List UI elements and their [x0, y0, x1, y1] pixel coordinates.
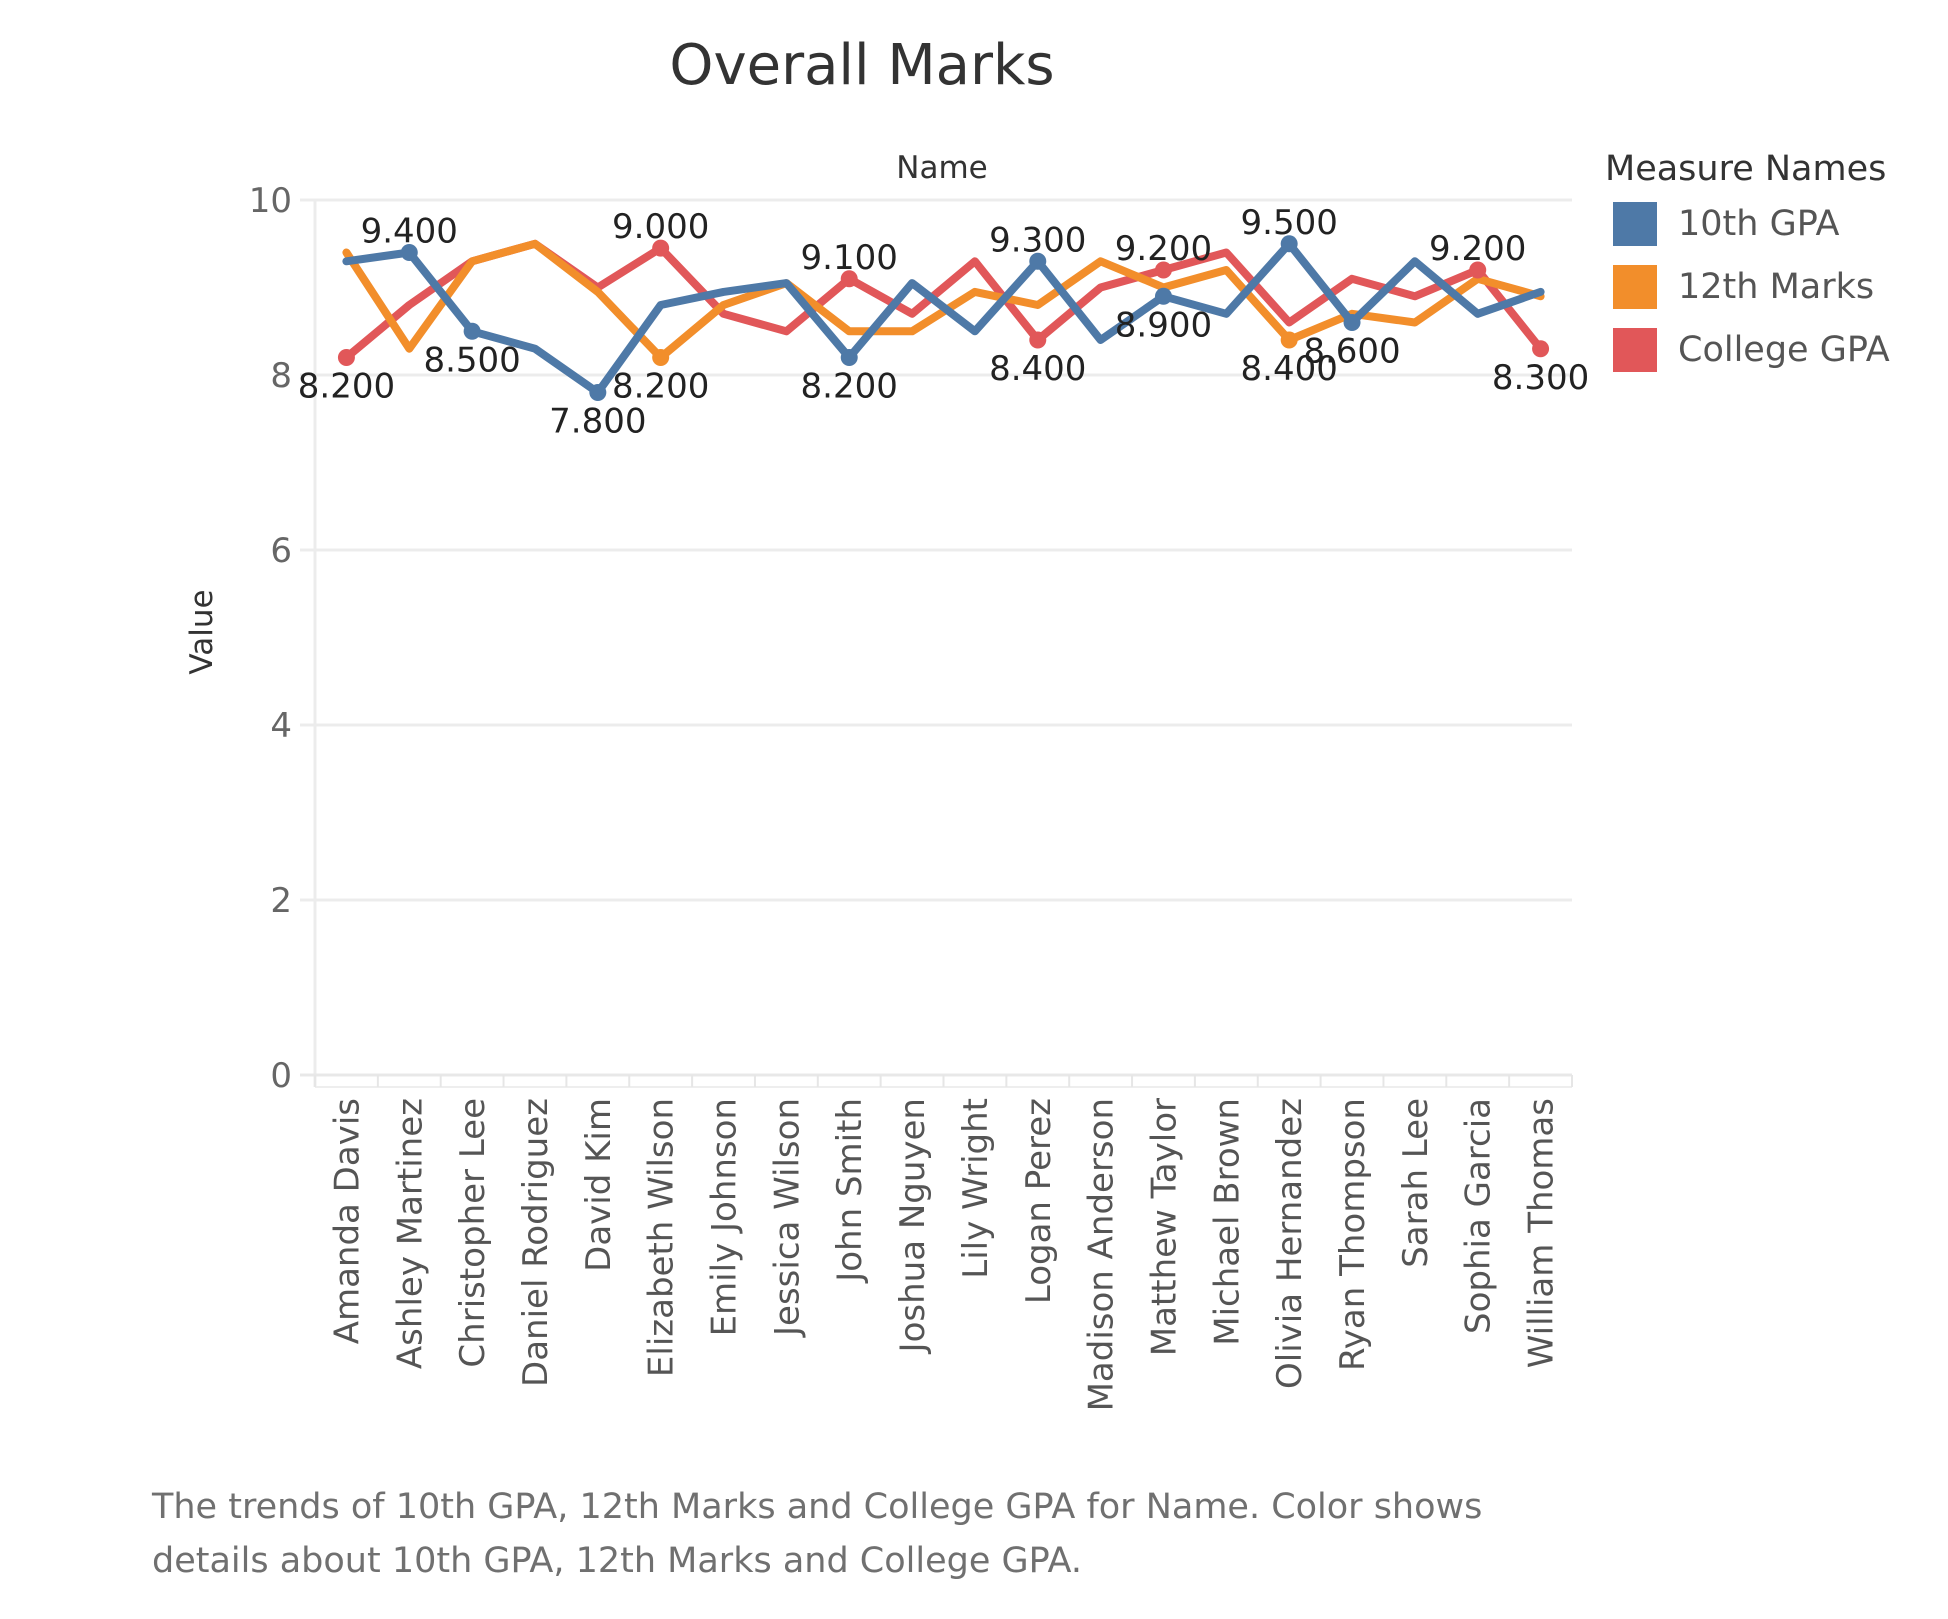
- data-label-10th-gpa-john-smith: 8.200: [801, 367, 898, 407]
- point-college-gpa-amanda-davis: [337, 349, 355, 366]
- point-college-gpa-logan-perez: [1029, 331, 1047, 349]
- y-tick-4: 4: [270, 706, 292, 746]
- legend-swatch-12th-marks: [1613, 265, 1657, 309]
- y-tick-10: 10: [249, 181, 292, 221]
- data-label-10th-gpa-ryan-thompson: 8.600: [1303, 332, 1400, 372]
- x-tick-lily-wright: Lily Wright: [956, 1098, 996, 1279]
- y-tick-2: 2: [270, 881, 292, 921]
- x-tick-christopher-lee: Christopher Lee: [453, 1098, 493, 1368]
- x-tick-sarah-lee: Sarah Lee: [1396, 1098, 1436, 1268]
- point-10th-gpa-olivia-hernandez: [1280, 235, 1298, 253]
- y-axis-title: Value: [184, 589, 220, 674]
- data-label-10th-gpa-david-kim: 7.800: [549, 402, 646, 442]
- x-tick-ryan-thompson: Ryan Thompson: [1333, 1098, 1373, 1371]
- point-10th-gpa-ryan-thompson: [1343, 314, 1361, 331]
- x-tick-john-smith: John Smith: [830, 1098, 870, 1284]
- data-labels: 8.200 9.400 8.500 7.800 9.000 8.200 9.100 8.200…: [298, 203, 1589, 442]
- y-tick-labels: 0 2 4 6 8 10: [249, 181, 292, 1096]
- series-points: [337, 235, 1550, 401]
- data-label-college-gpa-matthew-taylor: 9.200: [1115, 229, 1212, 269]
- x-tick-sophia-garcia: Sophia Garcia: [1459, 1098, 1499, 1334]
- x-tick-david-kim: David Kim: [579, 1098, 619, 1272]
- point-10th-gpa-christopher-lee: [463, 322, 481, 340]
- legend-label-college-gpa: College GPA: [1678, 330, 1890, 370]
- data-label-10th-gpa-matthew-taylor: 8.900: [1115, 305, 1212, 345]
- data-label-10th-gpa-christopher-lee: 8.500: [423, 340, 520, 380]
- legend-swatch-college-gpa: [1613, 328, 1657, 372]
- point-college-gpa-william-thomas: [1532, 340, 1550, 358]
- x-tick-elizabeth-wilson: Elizabeth Wilson: [642, 1098, 682, 1377]
- legend: Measure Names 10th GPA 12th Marks College …: [1605, 149, 1890, 372]
- data-label-10th-gpa-ashley-martinez: 9.400: [361, 212, 458, 252]
- x-tick-joshua-nguyen: Joshua Nguyen: [893, 1098, 933, 1354]
- data-label-college-gpa-elizabeth-wilson: 9.000: [612, 207, 709, 247]
- legend-label-12th-marks: 12th Marks: [1678, 267, 1874, 307]
- chart-title: Overall Marks: [669, 33, 1054, 98]
- point-college-gpa-john-smith: [840, 270, 858, 288]
- point-college-gpa-matthew-taylor: [1154, 261, 1172, 279]
- x-tick-logan-perez: Logan Perez: [1019, 1098, 1059, 1304]
- axes: [300, 200, 1573, 1088]
- series-lines: [342, 239, 1545, 397]
- y-tick-0: 0: [270, 1056, 292, 1096]
- data-label-college-gpa-john-smith: 9.100: [801, 238, 898, 278]
- data-label-college-gpa-sophia-garcia: 9.200: [1429, 229, 1526, 269]
- x-tick-ashley-martinez: Ashley Martinez: [390, 1098, 430, 1369]
- data-label-college-gpa-logan-perez: 8.400: [989, 349, 1086, 389]
- x-tick-william-thomas: William Thomas: [1522, 1098, 1562, 1368]
- x-tick-daniel-rodriguez: Daniel Rodriguez: [516, 1098, 556, 1387]
- gridlines: [300, 198, 1572, 902]
- x-tick-matthew-taylor: Matthew Taylor: [1144, 1098, 1184, 1356]
- legend-title: Measure Names: [1605, 149, 1886, 189]
- point-10th-gpa-david-kim: [589, 384, 607, 401]
- caption-line-1: The trends of 10th GPA, 12th Marks and C…: [151, 1487, 1482, 1527]
- data-label-12th-marks-olivia-hernandez: 8.400: [1241, 349, 1338, 389]
- data-label-10th-gpa-logan-perez: 9.300: [989, 220, 1086, 260]
- data-label-college-gpa-william-thomas: 8.300: [1492, 358, 1589, 398]
- data-label-10th-gpa-olivia-hernandez: 9.500: [1241, 203, 1338, 243]
- legend-items: 10th GPA 12th Marks College GPA: [1613, 202, 1890, 372]
- point-10th-gpa-logan-perez: [1029, 252, 1047, 270]
- x-tick-olivia-hernandez: Olivia Hernandez: [1270, 1098, 1310, 1389]
- point-12th-marks-olivia-hernandez: [1280, 331, 1298, 349]
- legend-swatch-10th-gpa: [1613, 202, 1657, 246]
- point-10th-gpa-matthew-taylor: [1154, 287, 1172, 305]
- point-college-gpa-elizabeth-wilson: [652, 239, 670, 257]
- x-tick-michael-brown: Michael Brown: [1207, 1098, 1247, 1346]
- y-tick-6: 6: [270, 531, 292, 571]
- data-label-12th-marks-elizabeth-wilson: 8.200: [612, 367, 709, 407]
- x-tick-amanda-davis: Amanda Davis: [327, 1098, 367, 1344]
- top-axis-title: Name: [896, 150, 987, 186]
- data-label-college-gpa-amanda-davis: 8.200: [298, 367, 395, 407]
- series-line-10th-gpa: [342, 239, 1545, 397]
- x-tick-emily-johnson: Emily Johnson: [705, 1098, 745, 1336]
- x-tick-labels: Amanda Davis Ashley Martinez Christopher L…: [327, 1098, 1561, 1411]
- caption-line-2: details about 10th GPA, 12th Marks and C…: [152, 1541, 1082, 1581]
- y-tick-8: 8: [270, 356, 292, 396]
- x-tick-madison-anderson: Madison Anderson: [1082, 1098, 1122, 1411]
- legend-label-10th-gpa: 10th GPA: [1678, 204, 1840, 244]
- point-college-gpa-sophia-garcia: [1469, 261, 1487, 279]
- point-12th-marks-elizabeth-wilson: [652, 349, 670, 366]
- point-10th-gpa-ashley-martinez: [400, 244, 418, 261]
- caption: The trends of 10th GPA, 12th Marks and C…: [151, 1487, 1482, 1581]
- x-tick-jessica-wilson: Jessica Wilson: [767, 1098, 807, 1338]
- point-10th-gpa-john-smith: [840, 349, 858, 366]
